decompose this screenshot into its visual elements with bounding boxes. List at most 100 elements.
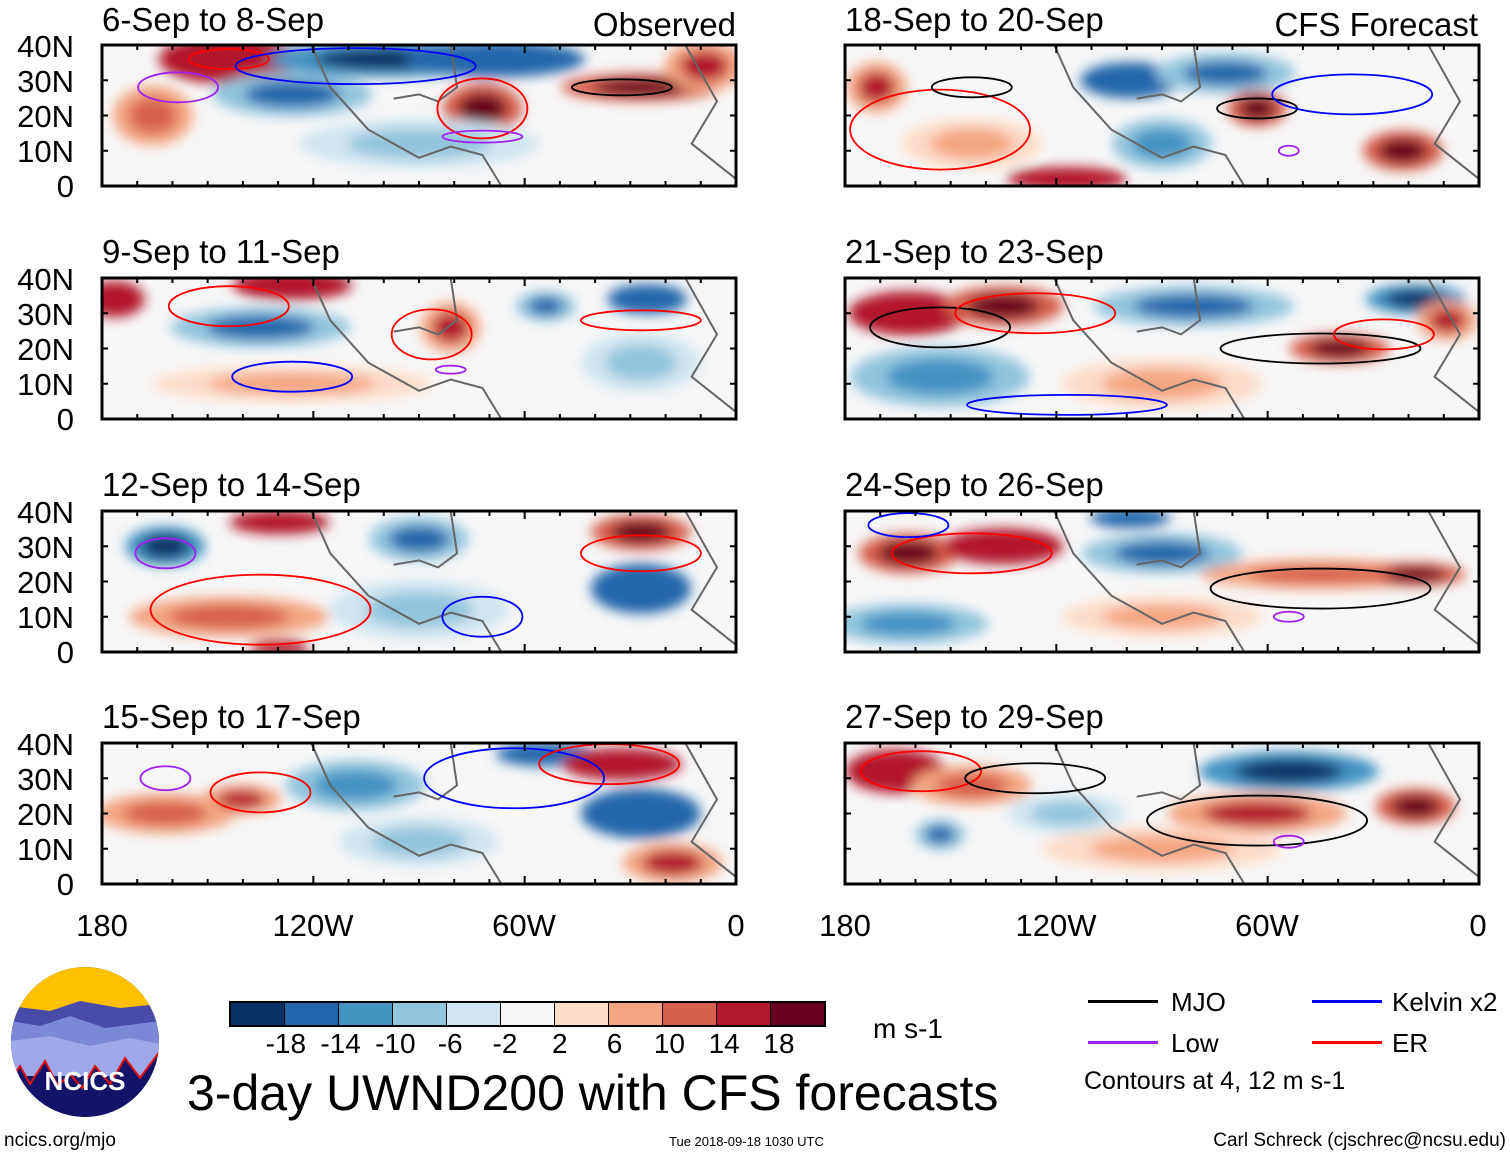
panel-title: 27-Sep to 29-Sep [845,698,1104,735]
wave-contour [1219,332,1422,365]
lat-label: 20N [17,565,74,600]
lat-label: 0 [56,402,74,437]
wind-anomaly-patch [590,563,691,614]
wind-anomaly-patch [217,790,266,809]
wave-contour [1209,567,1432,610]
wind-anomaly-patch [1102,368,1222,399]
wind-anomaly-patch [405,45,586,78]
lat-label: 0 [56,169,74,204]
map-panel [100,43,738,188]
colorbar-tick-label: -18 [265,1028,307,1059]
legend-line-mjo [1088,1000,1158,1003]
lat-label: 40N [17,727,74,762]
map-panel [843,741,1481,886]
wave-contour [1146,794,1369,847]
lon-label: 120W [1015,908,1097,943]
wind-anomaly-patch [458,93,507,124]
wave-contour [423,747,606,810]
legend-label-mjo: MJO [1171,987,1226,1017]
wind-anomaly-patch [1114,541,1210,566]
lat-label: 30N [17,64,74,99]
colorbar-tick-label: 14 [708,1028,740,1059]
wind-anomaly-patch [1234,759,1343,784]
lat-label: 40N [17,495,74,530]
wave-contour [570,78,673,97]
wave-contour [441,595,524,638]
wind-anomaly-patch [967,294,1040,319]
wave-contour [167,285,290,328]
lon-label: 180 [819,908,871,943]
colorbar-swatch [555,1003,609,1025]
colorbar-tick-label: 18 [763,1028,795,1059]
wind-anomaly-patch [607,284,688,315]
observed-label: Observed [592,6,736,43]
lat-label: 30N [17,530,74,565]
panel-title: 18-Sep to 20-Sep [845,1,1104,38]
map-panel [843,509,1481,654]
wave-contour [1272,834,1305,849]
wave-contour [390,308,473,361]
lon-label: 0 [1469,908,1487,943]
wind-anomaly-patch [1385,567,1446,582]
wind-anomaly-patch [365,591,473,628]
lat-label: 30N [17,297,74,332]
ncics-logo: NCICS [11,967,159,1117]
panel-title: 21-Sep to 23-Sep [845,233,1104,270]
colorbar-swatch [447,1003,501,1025]
wind-anomaly-patch [929,128,1014,159]
panel-title: 15-Sep to 17-Sep [102,698,361,735]
footer-url[interactable]: ncics.org/mjo [4,1130,116,1151]
lat-label: 10N [17,367,74,402]
wave-contour [209,771,312,814]
lat-label: 20N [17,99,74,134]
coastline [1053,278,1479,419]
coastline [1053,511,1479,652]
wind-anomaly-patch [604,344,677,381]
lat-label: 0 [56,867,74,902]
wind-anomaly-patch [1102,604,1222,629]
wave-contour [187,48,270,71]
wind-anomaly-patch [878,541,939,566]
legend-label-kelvin: Kelvin x2 [1392,987,1498,1017]
wind-anomaly-patch [208,372,377,395]
wind-anomaly-patch [123,801,208,826]
lat-label: 10N [17,134,74,169]
colorbar-swatch [285,1003,339,1025]
wind-anomaly-patch [642,850,703,875]
forecast-label: CFS Forecast [1274,6,1478,43]
wind-anomaly-patch [229,511,330,535]
wind-anomaly-patch [943,528,1064,565]
lon-label: 120W [272,908,354,943]
wave-contour [149,573,372,646]
lon-label: 60W [1235,908,1299,943]
legend-label-er: ER [1392,1028,1429,1058]
wind-anomaly-patch [1133,294,1254,319]
wind-anomaly-patch [1183,61,1268,86]
figure-title: 3-day UWND200 with CFS forecasts [187,1065,999,1121]
map-panel [100,509,738,654]
map-panel [100,741,738,886]
wind-anomaly-patch [432,312,469,343]
wave-contour [580,309,702,332]
colorbar-swatch [609,1003,663,1025]
wave-contour [860,750,982,793]
colorbar-swatch [501,1003,555,1025]
colorbar-tick-label: 2 [552,1028,568,1059]
wave-contour [954,292,1117,335]
wind-anomaly-patch [1030,801,1103,826]
legend-line-er [1312,1041,1382,1044]
wave-contour [890,532,1053,575]
wind-anomaly-patch [1132,128,1192,159]
lat-label: 40N [17,262,74,297]
colorbar-swatch [771,1003,824,1025]
map-panel [843,276,1481,421]
wave-contour [134,537,197,570]
lat-label: 30N [17,762,74,797]
map-panel [100,276,738,421]
colorbar-swatch [393,1003,447,1025]
wind-anomaly-patch [527,297,564,316]
colorbar-tick-label: 6 [606,1028,623,1059]
colorbar [229,1001,826,1027]
colorbar-swatch [339,1003,393,1025]
lat-label: 20N [17,797,74,832]
